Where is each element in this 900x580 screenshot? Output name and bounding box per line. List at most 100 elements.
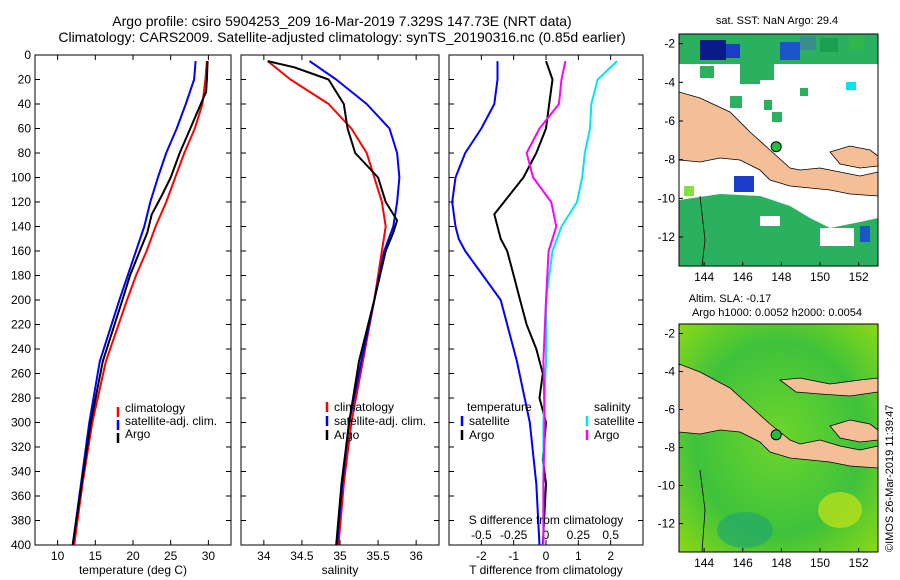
salinity-lines xyxy=(267,60,401,545)
sst-cell xyxy=(760,64,774,80)
sst-cell xyxy=(730,96,742,108)
difference-lines xyxy=(451,60,618,545)
sla-map-title: Altim. SLA: -0.17 xyxy=(689,293,772,305)
x-tick-label: 2 xyxy=(607,549,614,563)
temperature-xlabel: temperature (deg C) xyxy=(79,563,187,577)
sst-cell xyxy=(800,36,816,50)
sla-argo-position-marker xyxy=(770,429,782,441)
y-tick-label: 280 xyxy=(11,391,31,405)
map-y-tick-label: -8 xyxy=(664,153,675,167)
y-tick-label: 340 xyxy=(11,465,31,479)
map-y-tick-label: -6 xyxy=(664,114,675,128)
difference-axis-ticks: -2 -1 0 1 2 -0.5 -0.25 0 0.25 0.5 xyxy=(449,54,643,563)
s-difference-xlabel: S difference from climatology xyxy=(469,513,624,527)
sst-map-title: sat. SST: NaN Argo: 29.4 xyxy=(716,15,838,27)
map-y-tick-label: -2 xyxy=(664,327,675,341)
map-x-tick-label: 144 xyxy=(694,556,714,570)
y-tick-label: 140 xyxy=(11,220,31,234)
salinity-axis-ticks: 34 34.5 35 35.5 36 xyxy=(241,54,439,563)
x-tick-label: 36 xyxy=(409,549,423,563)
salinity-plot-frame xyxy=(240,54,440,546)
x-tick-label: 30 xyxy=(202,549,216,563)
legend-s-satellite: satellite xyxy=(594,414,635,428)
legend-satellite-adj: satellite-adj. clim. xyxy=(334,414,426,428)
sst-cell xyxy=(800,88,808,96)
sst-land-papua xyxy=(679,91,878,197)
sla-low-anomaly xyxy=(717,512,773,548)
salinity-panel: 34 34.5 35 35.5 36 salinity climatology sate… xyxy=(240,54,440,577)
x-tick-label: 15 xyxy=(89,549,103,563)
x-tick-label: 35 xyxy=(333,549,347,563)
imos-watermark: ©IMOS 26-Mar-2019 11:39:47 xyxy=(884,405,896,552)
temperature-axis-ticks: 0 20 40 60 80 100 120 140 160 180 200 220 240 260 280 3… xyxy=(11,48,231,563)
sla-coastline xyxy=(699,469,706,552)
temperature-panel: 0 20 40 60 80 100 120 140 160 180 200 220 240 260 280 3… xyxy=(11,48,232,577)
sst-cell xyxy=(740,64,760,84)
x-tick-label: 0 xyxy=(543,549,550,563)
sla-map-frame xyxy=(678,323,879,553)
y-tick-label: 400 xyxy=(11,538,31,552)
legend-temperature-heading: temperature xyxy=(467,400,532,414)
sst-coastline xyxy=(699,195,706,266)
y-tick-label: 360 xyxy=(11,489,31,503)
map-y-tick-label: -10 xyxy=(658,191,676,205)
sst-map-ticks: 144 146 148 150 152 -2 -4 -6 -8 -10 -12 xyxy=(658,37,869,284)
sla-land-island xyxy=(829,419,878,443)
difference-panel: -2 -1 0 1 2 -0.5 -0.25 0 0.25 0.5 T difference fr… xyxy=(448,54,644,577)
sst-cells-bottom xyxy=(679,194,878,266)
x2-tick-label: 0.25 xyxy=(567,528,591,542)
map-x-tick-label: 146 xyxy=(733,270,753,284)
x-tick-label: 25 xyxy=(164,549,178,563)
legend-salinity-heading: salinity xyxy=(594,400,631,414)
y-tick-label: 20 xyxy=(18,73,32,87)
sst-map: sat. SST: NaN Argo: 29.4 xyxy=(658,15,879,284)
sla-land-north xyxy=(778,377,878,397)
y-tick-label: 120 xyxy=(11,195,31,209)
temperature-plot-frame xyxy=(34,54,232,546)
series-climatology xyxy=(267,60,387,545)
sst-cold-patch-4 xyxy=(734,176,754,192)
sst-gap xyxy=(820,228,854,246)
y-tick-label: 60 xyxy=(18,122,32,136)
map-y-tick-label: -4 xyxy=(664,75,675,89)
x-tick-label: 34.5 xyxy=(290,549,314,563)
sst-cell xyxy=(820,38,838,52)
map-y-tick-label: -2 xyxy=(664,37,675,51)
sla-land-papua xyxy=(679,363,878,469)
y-tick-label: 240 xyxy=(11,342,31,356)
sst-map-area xyxy=(679,34,878,266)
y-tick-label: 200 xyxy=(11,293,31,307)
sst-land-island xyxy=(829,145,878,169)
y-tick-label: 320 xyxy=(11,440,31,454)
map-x-tick-label: 146 xyxy=(733,556,753,570)
map-x-tick-label: 152 xyxy=(849,270,869,284)
y-tick-label: 100 xyxy=(11,171,31,185)
y-tick-label: 0 xyxy=(24,48,31,62)
y-tick-label: 260 xyxy=(11,367,31,381)
t-difference-xlabel: T difference from climatology xyxy=(469,563,623,577)
map-y-tick-label: -8 xyxy=(664,441,675,455)
sst-cell xyxy=(846,82,856,90)
map-x-tick-label: 150 xyxy=(810,556,830,570)
x-tick-label: 10 xyxy=(51,549,65,563)
sla-map-subtitle: Argo h1000: 0.0052 h2000: 0.0054 xyxy=(692,307,862,319)
x-tick-label: 20 xyxy=(126,549,140,563)
sst-cold-patch-5 xyxy=(860,226,870,242)
sla-high-anomaly xyxy=(818,492,862,528)
map-y-tick-label: -12 xyxy=(658,517,676,531)
legend-t-satellite: satellite xyxy=(469,414,510,428)
x-tick-label: 35.5 xyxy=(366,549,390,563)
temperature-legend: climatology satellite-adj. clim. Argo xyxy=(116,401,217,443)
y-tick-label: 180 xyxy=(11,269,31,283)
map-x-tick-label: 148 xyxy=(771,270,791,284)
salinity-xlabel: salinity xyxy=(322,563,359,577)
legend-t-argo: Argo xyxy=(469,428,495,442)
y-tick-label: 220 xyxy=(11,318,31,332)
salinity-legend: climatology satellite-adj. clim. Argo xyxy=(325,400,426,442)
y-tick-label: 380 xyxy=(11,514,31,528)
title-line-1: Argo profile: csiro 5904253_209 16-Mar-2… xyxy=(112,13,571,29)
sst-gap xyxy=(760,216,780,226)
y-tick-label: 40 xyxy=(18,97,32,111)
legend-argo: Argo xyxy=(125,427,151,441)
legend-argo: Argo xyxy=(334,428,360,442)
